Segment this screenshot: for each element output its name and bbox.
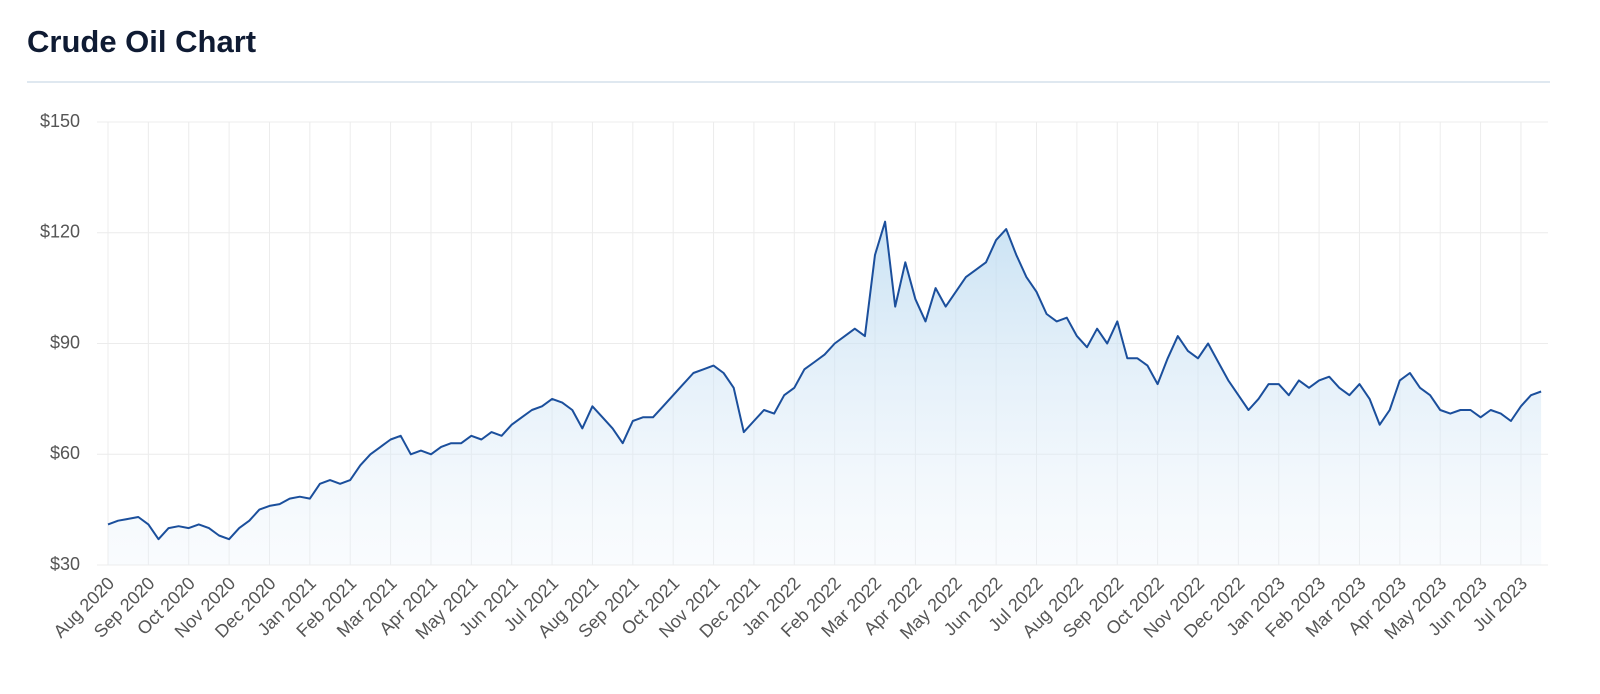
y-tick-label: $90 <box>50 332 80 352</box>
y-tick-label: $120 <box>40 222 80 242</box>
y-tick-label: $30 <box>50 554 80 574</box>
marks <box>107 220 1542 565</box>
y-tick-label: $60 <box>50 443 80 463</box>
y-tick-label: $150 <box>40 111 80 131</box>
chart-title: Crude Oil Chart <box>27 24 256 59</box>
area <box>108 221 1542 565</box>
line <box>107 220 1542 541</box>
